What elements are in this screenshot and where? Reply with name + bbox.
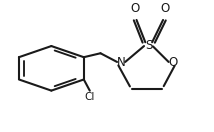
- Text: Cl: Cl: [85, 92, 95, 102]
- Text: N: N: [117, 56, 125, 69]
- Text: O: O: [160, 2, 169, 15]
- Text: S: S: [145, 39, 152, 52]
- Text: O: O: [130, 2, 140, 15]
- Text: O: O: [169, 56, 178, 69]
